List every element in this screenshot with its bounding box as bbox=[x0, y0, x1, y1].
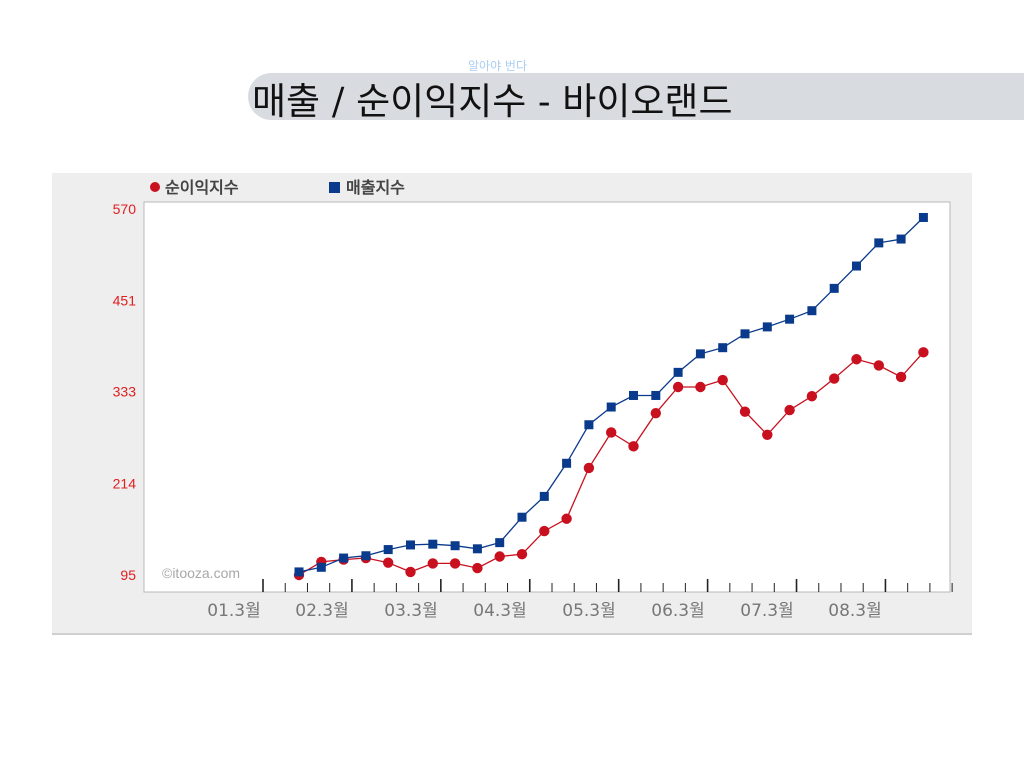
y-axis-labels: 95 214 333 451 570 bbox=[113, 201, 137, 583]
chart-legend: 순이익지수 매출지수 bbox=[150, 178, 405, 197]
sales-data-point bbox=[852, 261, 861, 271]
sales-data-point bbox=[874, 238, 884, 248]
profit-data-point bbox=[739, 406, 751, 417]
profit-data-point bbox=[784, 404, 795, 416]
sales-data-point bbox=[428, 539, 438, 549]
sales-data-point bbox=[450, 541, 460, 551]
profit-data-point bbox=[539, 525, 550, 537]
profit-data-point bbox=[829, 373, 840, 384]
watermark-text: 알아야 번다 bbox=[468, 59, 528, 73]
profit-data-point bbox=[851, 354, 862, 365]
sales-data-point bbox=[629, 390, 638, 400]
legend-sales-marker bbox=[329, 182, 340, 193]
profit-data-point bbox=[583, 462, 595, 474]
x-tick-label: 03.3월 bbox=[384, 601, 438, 621]
title-band bbox=[248, 73, 1024, 120]
sales-data-point bbox=[383, 545, 393, 555]
profit-data-point bbox=[717, 374, 728, 386]
sales-data-point bbox=[562, 458, 572, 468]
sales-data-point bbox=[918, 212, 928, 222]
sales-data-point bbox=[651, 390, 661, 400]
y-tick-label: 95 bbox=[120, 567, 136, 583]
profit-data-point bbox=[494, 551, 505, 562]
profit-data-point bbox=[383, 557, 394, 568]
sales-data-point bbox=[740, 329, 750, 339]
sales-data-point bbox=[807, 306, 817, 316]
profit-data-point bbox=[695, 381, 706, 393]
y-tick-label: 570 bbox=[113, 201, 137, 217]
profit-data-point bbox=[561, 513, 572, 524]
sales-data-point bbox=[294, 567, 304, 577]
sales-data-point bbox=[361, 551, 371, 561]
profit-data-point bbox=[472, 562, 483, 574]
sales-data-point bbox=[517, 512, 527, 522]
sales-data-point bbox=[785, 314, 795, 324]
legend-profit-marker bbox=[150, 182, 160, 192]
sales-data-point bbox=[695, 349, 705, 359]
x-tick-label: 05.3월 bbox=[562, 601, 616, 621]
x-tick-label: 02.3월 bbox=[295, 601, 349, 621]
profit-data-point bbox=[762, 429, 773, 440]
profit-data-point bbox=[672, 381, 684, 393]
chart-series bbox=[293, 212, 929, 581]
copyright-text: ©itooza.com bbox=[162, 565, 240, 581]
profit-data-point bbox=[650, 407, 661, 419]
y-tick-label: 333 bbox=[113, 384, 137, 400]
x-tick-label: 04.3월 bbox=[473, 601, 527, 621]
x-tick-label: 08.3월 bbox=[828, 601, 882, 621]
profit-data-point bbox=[427, 558, 438, 569]
sales-data-point bbox=[472, 544, 482, 554]
legend-sales-label: 매출지수 bbox=[346, 178, 405, 197]
x-tick-label: 07.3월 bbox=[740, 601, 794, 621]
legend-profit-label: 순이익지수 bbox=[165, 178, 239, 197]
sales-data-point bbox=[673, 367, 683, 377]
x-tick-label: 06.3월 bbox=[651, 601, 705, 621]
sales-data-point bbox=[718, 343, 728, 353]
profit-data-point bbox=[806, 391, 818, 402]
sales-data-point bbox=[339, 553, 349, 563]
sales-data-point bbox=[896, 234, 906, 244]
sales-data-point bbox=[762, 322, 772, 332]
page-title: 매출 / 순이익지수 - 바이오랜드 bbox=[252, 80, 733, 123]
sales-data-point bbox=[606, 402, 616, 412]
y-tick-label: 451 bbox=[113, 293, 137, 309]
sales-data-point bbox=[495, 538, 505, 548]
y-tick-label: 214 bbox=[113, 475, 137, 491]
profit-data-point bbox=[606, 427, 617, 438]
sales-data-point bbox=[406, 540, 415, 550]
sales-data-point bbox=[539, 491, 549, 501]
chart-panel: 순이익지수 매출지수 95 214 333 451 570 01.3월 02.3월 03.3월… bbox=[52, 173, 972, 635]
profit-data-point bbox=[628, 441, 639, 452]
x-tick-label: 01.3월 bbox=[207, 601, 261, 621]
sales-data-point bbox=[829, 283, 839, 293]
sales-data-point bbox=[584, 420, 594, 430]
profit-data-point bbox=[516, 548, 528, 560]
profit-data-point bbox=[895, 371, 907, 383]
x-axis: 01.3월 02.3월 03.3월 04.3월 05.3월 06.3월 07.3월 08.3월 bbox=[207, 579, 953, 621]
chart: 순이익지수 매출지수 95 214 333 451 570 01.3월 02.3월 03.3월… bbox=[113, 178, 953, 621]
profit-data-point bbox=[449, 558, 461, 569]
profit-data-point bbox=[873, 360, 884, 371]
sales-data-point bbox=[316, 562, 326, 572]
profit-data-point bbox=[405, 566, 416, 578]
profit-data-point bbox=[918, 347, 929, 358]
